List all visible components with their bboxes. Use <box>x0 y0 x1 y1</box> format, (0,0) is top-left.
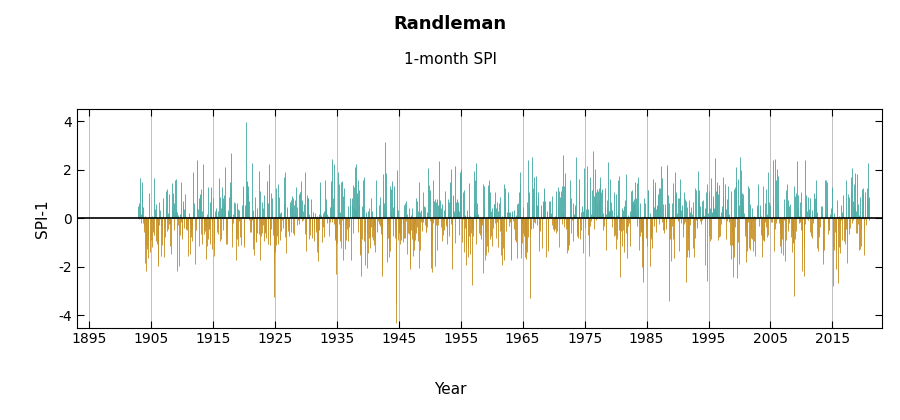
Text: 1-month SPI: 1-month SPI <box>403 52 497 68</box>
Text: Year: Year <box>434 382 466 397</box>
Text: Randleman: Randleman <box>393 15 507 33</box>
Y-axis label: SPI-1: SPI-1 <box>35 199 50 238</box>
